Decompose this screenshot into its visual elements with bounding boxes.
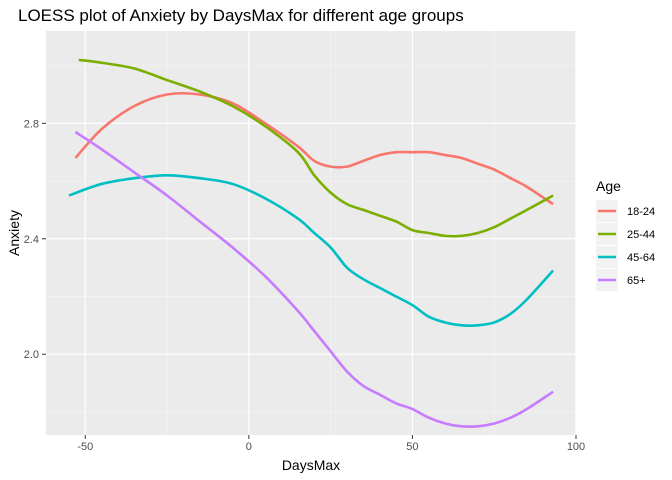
series-line-25-44 (78, 58, 554, 238)
series-line-18-24 (74, 91, 554, 206)
legend: Age 18-24 25-44 45-64 65+ (596, 178, 655, 291)
x-tick-label: -50 (77, 441, 93, 453)
x-tick-label: 100 (567, 441, 585, 453)
y-axis-title: Anxiety (6, 210, 22, 256)
legend-label-18-24: 18-24 (627, 206, 655, 218)
y-tick-label: 2.4 (24, 234, 39, 246)
major-gridlines (46, 31, 577, 435)
minor-gridlines (46, 31, 576, 435)
series-lines (68, 58, 555, 428)
x-tick-label: 50 (406, 441, 418, 453)
y-tick-label: 2.0 (24, 349, 39, 361)
series-line-65+ (74, 130, 554, 428)
legend-label-25-44: 25-44 (627, 229, 655, 241)
legend-label-45-64: 45-64 (627, 252, 655, 264)
series-line-45-64 (68, 173, 555, 327)
axis-ticks: -50 0 50 100 2.0 2.4 2.8 (24, 118, 585, 453)
legend-title: Age (596, 178, 621, 194)
y-tick-label: 2.8 (24, 118, 39, 130)
legend-label-65+: 65+ (627, 275, 646, 287)
plot-panel (46, 31, 576, 435)
x-tick-label: 0 (246, 441, 252, 453)
x-axis-title: DaysMax (282, 457, 340, 473)
chart-title: LOESS plot of Anxiety by DaysMax for dif… (18, 6, 464, 25)
